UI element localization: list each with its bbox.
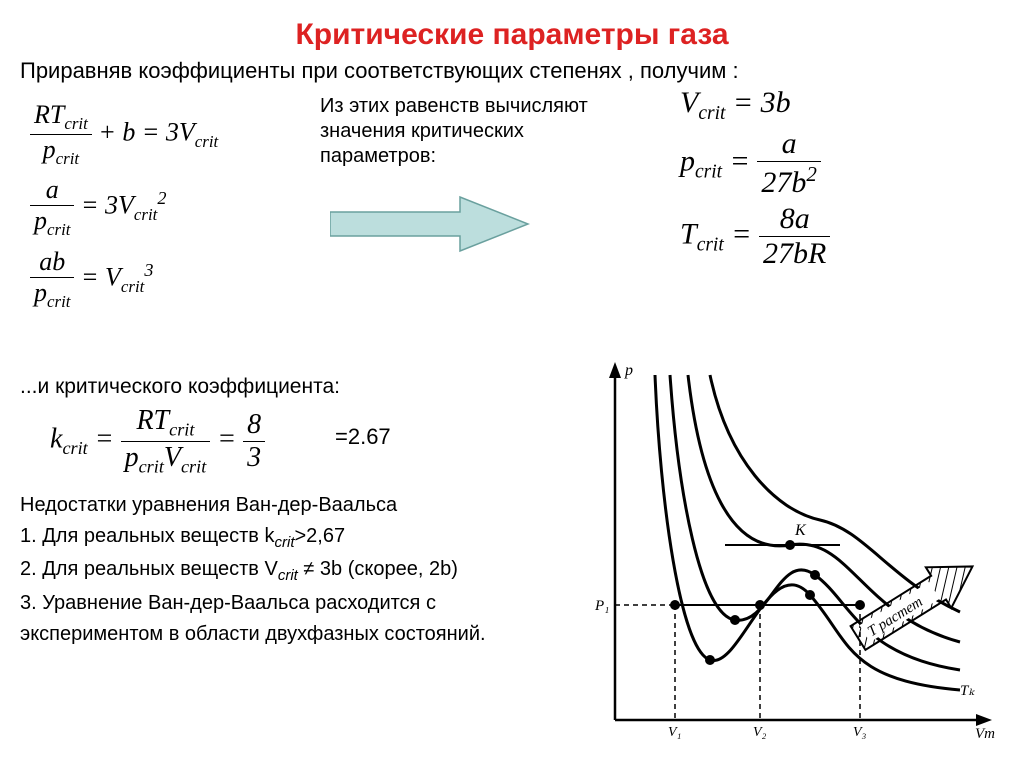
t: crit — [278, 567, 298, 584]
t: crit — [195, 132, 218, 151]
isotherm-4 — [710, 375, 960, 612]
eq-right-2: pcrit = a 27b2 — [680, 127, 830, 200]
equations-right: Vcrit = 3b pcrit = a27b2 Tcrit = 8a27bR — [680, 84, 830, 273]
t: RT — [136, 405, 169, 436]
v2-label: V₂ — [753, 725, 767, 740]
eq-left-2: apcrit = 3Vcrit2 — [30, 175, 218, 240]
intro-text: Приравняв коэффициенты при соответствующ… — [0, 52, 1024, 84]
arrow-shape — [330, 197, 528, 251]
t: crit — [121, 276, 144, 295]
t: crit — [56, 149, 79, 168]
t: = — [88, 424, 121, 455]
t: crit — [697, 234, 724, 255]
point — [810, 570, 820, 580]
t: 27bR — [759, 237, 830, 271]
t: k — [50, 424, 62, 455]
t: ab — [30, 247, 74, 278]
t: 2 — [157, 188, 166, 208]
v1-label: V₁ — [668, 725, 681, 740]
defects-heading: Недостатки уравнения Ван-дер-Ваальса — [20, 490, 550, 521]
t: 8a — [759, 202, 830, 237]
eq-right-3: Tcrit = 8a27bR — [680, 202, 830, 271]
t: 2. Для реальных веществ V — [20, 558, 278, 580]
t: crit — [139, 456, 164, 476]
t: = 3V — [74, 191, 133, 220]
t: 2 — [806, 162, 817, 186]
v3-label: V₃ — [853, 725, 867, 740]
t: = V — [74, 262, 120, 291]
t: crit — [64, 114, 87, 133]
equations-left: RTcritpcrit + b = 3Vcrit apcrit = 3Vcrit… — [30, 94, 218, 318]
point — [705, 655, 715, 665]
t: ≠ 3b (скорее, 2b) — [298, 558, 458, 580]
t: = 3b — [725, 86, 790, 119]
defects-line-3: 3. Уравнение Ван-дер-Ваальса расходится … — [20, 588, 550, 650]
coeff-equation: kcrit = RTcritpcritVcrit = 83 — [50, 405, 265, 477]
point — [805, 590, 815, 600]
t: crit — [698, 103, 725, 124]
t: 3 — [144, 259, 153, 279]
point — [855, 600, 865, 610]
point — [730, 615, 740, 625]
t: crit — [169, 420, 194, 440]
arrow-icon — [330, 194, 530, 254]
t: 8 — [243, 409, 265, 442]
t: V — [164, 442, 181, 473]
t: crit — [695, 161, 722, 182]
t: crit — [47, 221, 70, 240]
mid-explain-text: Из этих равенств вычисляют значения крит… — [320, 94, 600, 169]
point-k — [785, 540, 795, 550]
t: = — [722, 144, 757, 177]
t: a — [30, 175, 74, 206]
isotherm-1 — [655, 375, 960, 690]
t: a — [757, 127, 821, 162]
p1-label: P₁ — [594, 598, 609, 614]
x-axis-label: Vm — [975, 726, 995, 742]
t: crit — [181, 456, 206, 476]
t: >2,67 — [295, 525, 346, 547]
t: crit — [62, 438, 87, 458]
t: crit — [134, 205, 157, 224]
t: p — [34, 278, 47, 307]
t: V — [680, 86, 698, 119]
x-axis-arrow-icon — [976, 714, 992, 726]
t: = — [724, 217, 759, 250]
t: 3 — [243, 442, 265, 474]
k-label: K — [794, 522, 807, 539]
t: 1. Для реальных веществ k — [20, 525, 275, 547]
eq-right-1: Vcrit = 3b — [680, 86, 830, 125]
t: T — [680, 217, 697, 250]
y-axis-arrow-icon — [609, 362, 621, 378]
t: p — [34, 206, 47, 235]
t: p — [125, 442, 139, 473]
tk-label: Tₖ — [960, 683, 975, 699]
equations-row: RTcritpcrit + b = 3Vcrit apcrit = 3Vcrit… — [0, 84, 1024, 314]
eq-left-3: abpcrit = Vcrit3 — [30, 247, 218, 312]
page-title: Критические параметры газа — [0, 0, 1024, 52]
t: + b = 3V — [92, 118, 195, 147]
t: = — [210, 424, 243, 455]
coeff-value: =2.67 — [335, 424, 391, 450]
defects-line-2: 2. Для реальных веществ Vcrit ≠ 3b (скор… — [20, 554, 550, 587]
t: 27b — [761, 166, 806, 199]
t-grows-arrow-icon: T растет — [845, 546, 985, 658]
point — [670, 600, 680, 610]
t: RT — [34, 100, 64, 129]
coeff-label: ...и критического коэффициента: — [20, 375, 340, 399]
t: p — [43, 135, 56, 164]
pv-isotherm-graph: p Vm Tₖ K P₁ V₁ V₂ V₃ T растет — [560, 360, 1000, 750]
t: p — [680, 144, 695, 177]
y-axis-label: p — [624, 362, 633, 379]
defects-line-1: 1. Для реальных веществ kcrit>2,67 — [20, 521, 550, 554]
defects-block: Недостатки уравнения Ван-дер-Ваальса 1. … — [20, 490, 550, 650]
t: crit — [47, 292, 70, 311]
eq-left-1: RTcritpcrit + b = 3Vcrit — [30, 100, 218, 169]
point — [755, 600, 765, 610]
t: crit — [275, 534, 295, 551]
